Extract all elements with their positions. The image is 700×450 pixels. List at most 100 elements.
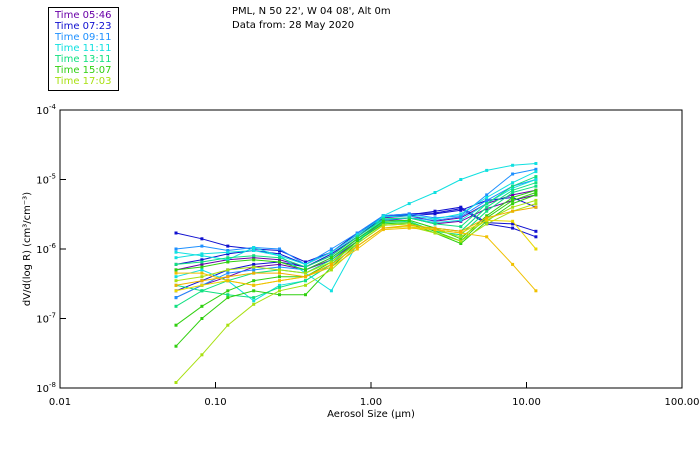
- data-point: [200, 254, 204, 258]
- data-point: [329, 250, 333, 254]
- data-point: [174, 381, 178, 384]
- date-header: Data from: 28 May 2020: [232, 20, 355, 31]
- data-point: [511, 188, 515, 192]
- data-point: [252, 254, 256, 258]
- data-point: [534, 191, 538, 194]
- data-point: [304, 283, 307, 287]
- data-point: [329, 265, 333, 269]
- data-point: [534, 181, 538, 185]
- data-point: [534, 175, 538, 179]
- plot-frame: [59, 109, 683, 389]
- legend-item: Time 11:11: [55, 43, 112, 54]
- data-point: [407, 214, 411, 218]
- data-point: [252, 268, 256, 272]
- data-point: [459, 178, 463, 181]
- data-point: [252, 299, 256, 303]
- data-point: [304, 265, 307, 269]
- data-point: [200, 265, 204, 269]
- data-point: [355, 239, 359, 243]
- data-point: [200, 244, 204, 248]
- data-point: [278, 271, 281, 275]
- legend-item: Time 13:11: [55, 54, 112, 65]
- data-point: [485, 198, 489, 202]
- x-tick-label: 0.01: [49, 397, 71, 408]
- data-point: [381, 217, 385, 221]
- data-point: [200, 271, 204, 275]
- data-point: [459, 239, 463, 243]
- data-point: [278, 275, 281, 279]
- data-point: [278, 289, 281, 293]
- data-point: [200, 258, 204, 262]
- data-point: [534, 205, 538, 209]
- data-point: [226, 256, 230, 260]
- data-point: [278, 268, 281, 272]
- data-point: [534, 193, 538, 197]
- data-point: [459, 231, 463, 235]
- data-point: [226, 323, 230, 327]
- data-point: [534, 198, 538, 202]
- data-point: [329, 289, 333, 293]
- data-point: [459, 233, 463, 237]
- data-point: [511, 209, 515, 213]
- data-point: [534, 235, 538, 239]
- data-point: [355, 244, 359, 248]
- y-tick-label: 10-5: [36, 173, 56, 187]
- data-point: [252, 296, 256, 300]
- data-point: [433, 231, 437, 235]
- data-point: [459, 225, 463, 229]
- data-point: [459, 242, 463, 245]
- data-point: [485, 222, 489, 226]
- x-tick-label: 10.00: [512, 397, 541, 408]
- data-point: [174, 250, 178, 254]
- x-axis-label: Aerosol Size (µm): [327, 409, 415, 420]
- data-point: [174, 256, 178, 260]
- data-point: [355, 235, 359, 239]
- data-point: [278, 265, 281, 269]
- data-point: [459, 205, 463, 209]
- data-point: [355, 242, 359, 245]
- data-point: [407, 226, 411, 230]
- data-point: [511, 222, 515, 226]
- x-tick-label: 100.00: [665, 397, 700, 408]
- data-point: [226, 271, 230, 275]
- data-point: [252, 289, 256, 293]
- data-point: [278, 258, 281, 262]
- data-point: [200, 252, 204, 256]
- data-point: [459, 218, 463, 222]
- data-point: [459, 229, 463, 233]
- data-point: [355, 233, 359, 237]
- data-point: [174, 323, 178, 327]
- legend-item: Time 09:11: [55, 32, 112, 43]
- data-point: [511, 202, 515, 206]
- series-line: [175, 203, 537, 383]
- data-point: [252, 271, 256, 275]
- data-point: [174, 304, 178, 308]
- data-point: [407, 212, 411, 216]
- data-point: [304, 260, 307, 264]
- data-point: [511, 186, 515, 190]
- data-point: [433, 229, 437, 233]
- data-point: [534, 162, 538, 165]
- data-point: [174, 283, 178, 287]
- data-point: [511, 181, 515, 185]
- data-point: [534, 289, 538, 293]
- data-point: [329, 258, 333, 262]
- data-point: [485, 168, 489, 172]
- data-point: [485, 205, 489, 209]
- data-point: [329, 254, 333, 258]
- data-point: [252, 283, 256, 287]
- data-point: [226, 289, 230, 293]
- data-point: [174, 262, 178, 266]
- data-point: [534, 188, 538, 192]
- data-point: [226, 260, 230, 264]
- data-point: [407, 216, 411, 220]
- data-point: [200, 304, 204, 308]
- data-point: [226, 279, 230, 283]
- data-point: [252, 279, 256, 283]
- data-point: [226, 275, 230, 279]
- data-point: [534, 247, 538, 251]
- data-point: [200, 289, 204, 293]
- data-point: [304, 262, 307, 266]
- data-point: [329, 247, 333, 251]
- data-point: [511, 172, 515, 176]
